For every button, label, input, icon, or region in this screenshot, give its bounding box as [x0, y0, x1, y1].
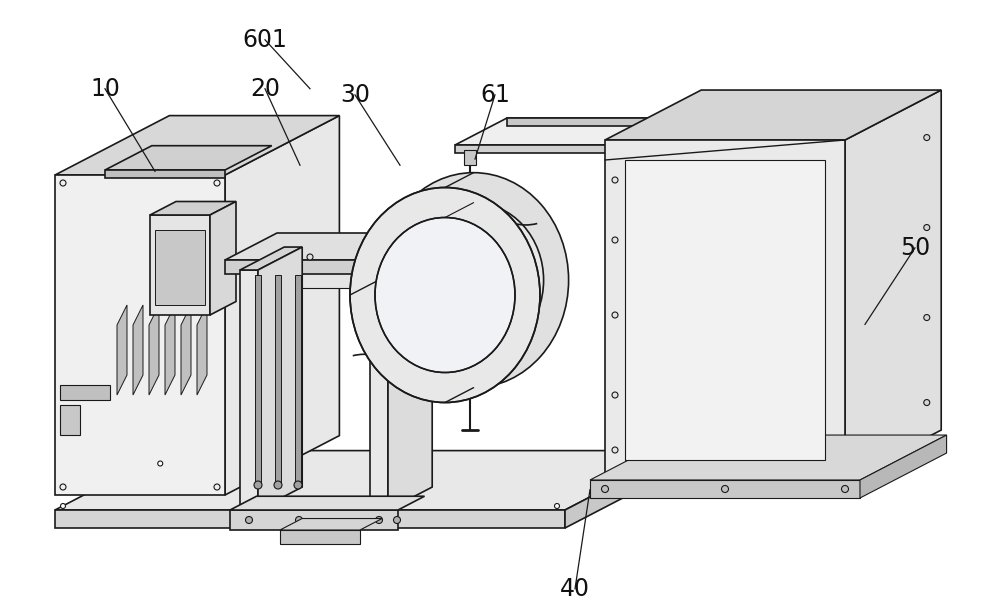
Circle shape	[294, 481, 302, 489]
Circle shape	[345, 534, 352, 540]
Circle shape	[612, 392, 618, 398]
Circle shape	[924, 315, 930, 321]
Circle shape	[158, 461, 163, 466]
Polygon shape	[230, 510, 398, 530]
Circle shape	[612, 447, 618, 453]
Polygon shape	[395, 233, 447, 274]
Polygon shape	[225, 116, 339, 495]
Polygon shape	[258, 247, 414, 270]
Polygon shape	[258, 247, 302, 510]
Ellipse shape	[379, 173, 569, 387]
Polygon shape	[55, 175, 225, 495]
Circle shape	[924, 400, 930, 406]
Text: 601: 601	[243, 28, 287, 52]
Circle shape	[612, 312, 618, 318]
Polygon shape	[225, 233, 447, 260]
Circle shape	[924, 225, 930, 231]
Polygon shape	[197, 305, 207, 395]
Polygon shape	[105, 170, 225, 178]
Text: 61: 61	[480, 83, 510, 107]
Circle shape	[246, 517, 253, 523]
Polygon shape	[845, 90, 941, 480]
Polygon shape	[455, 118, 752, 145]
Polygon shape	[370, 247, 432, 270]
Text: 20: 20	[250, 76, 280, 101]
Polygon shape	[280, 518, 382, 530]
Polygon shape	[230, 496, 425, 510]
Polygon shape	[455, 145, 700, 153]
Polygon shape	[55, 510, 565, 528]
Polygon shape	[464, 150, 476, 165]
Polygon shape	[181, 305, 191, 395]
Circle shape	[394, 517, 400, 523]
Circle shape	[538, 144, 544, 150]
Polygon shape	[565, 450, 679, 528]
Polygon shape	[60, 405, 80, 435]
Polygon shape	[117, 305, 127, 395]
Polygon shape	[255, 275, 261, 485]
Ellipse shape	[375, 217, 515, 373]
Circle shape	[61, 504, 66, 509]
Polygon shape	[155, 230, 205, 305]
Circle shape	[554, 504, 560, 509]
Circle shape	[214, 484, 220, 490]
Polygon shape	[149, 305, 159, 395]
Polygon shape	[55, 450, 679, 510]
Text: 10: 10	[90, 76, 120, 101]
Circle shape	[289, 534, 296, 540]
Circle shape	[841, 485, 848, 493]
Polygon shape	[210, 201, 236, 315]
Circle shape	[924, 135, 930, 141]
Polygon shape	[388, 247, 432, 510]
Circle shape	[722, 485, 728, 493]
Polygon shape	[225, 260, 395, 274]
Circle shape	[376, 517, 383, 523]
Circle shape	[60, 180, 66, 186]
Polygon shape	[295, 275, 301, 485]
Polygon shape	[370, 270, 388, 510]
Circle shape	[652, 461, 657, 466]
Polygon shape	[590, 435, 947, 480]
Text: 30: 30	[340, 83, 370, 107]
Polygon shape	[280, 530, 360, 544]
Polygon shape	[860, 435, 947, 498]
Polygon shape	[258, 270, 370, 288]
Polygon shape	[605, 90, 941, 140]
Polygon shape	[605, 140, 845, 480]
Text: 50: 50	[900, 236, 930, 260]
Circle shape	[612, 177, 618, 183]
Circle shape	[307, 254, 313, 260]
Circle shape	[602, 485, 608, 493]
Circle shape	[254, 481, 262, 489]
Polygon shape	[590, 480, 860, 498]
Polygon shape	[165, 305, 175, 395]
Circle shape	[296, 517, 303, 523]
Polygon shape	[150, 215, 210, 315]
Ellipse shape	[404, 203, 544, 357]
Polygon shape	[507, 118, 752, 126]
Polygon shape	[133, 305, 143, 395]
Polygon shape	[55, 116, 339, 175]
Polygon shape	[275, 275, 281, 485]
Polygon shape	[105, 146, 272, 170]
Circle shape	[60, 484, 66, 490]
Ellipse shape	[350, 187, 540, 403]
Text: 40: 40	[560, 577, 590, 601]
Polygon shape	[60, 385, 110, 400]
Polygon shape	[150, 201, 236, 215]
Polygon shape	[240, 247, 302, 270]
Circle shape	[612, 237, 618, 243]
Circle shape	[214, 180, 220, 186]
Circle shape	[274, 481, 282, 489]
Polygon shape	[240, 270, 258, 510]
Polygon shape	[625, 160, 825, 460]
